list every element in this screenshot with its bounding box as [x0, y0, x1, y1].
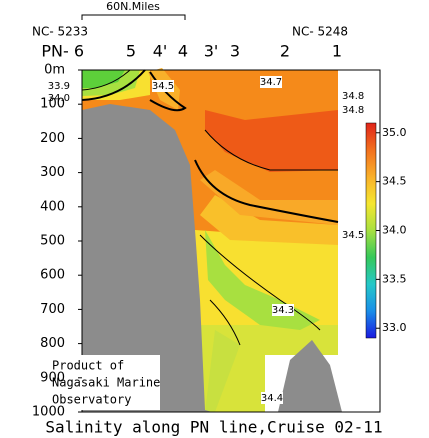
contour-label: 33.9: [48, 81, 70, 92]
y-tick-label: 500: [40, 234, 65, 249]
contour-label: 34.5: [342, 230, 364, 241]
colorbar-tick-label: 33.5: [382, 272, 407, 285]
y-tick-label: 300: [40, 165, 65, 180]
station-label: 1: [332, 42, 342, 61]
colorbar-tick-label: 34.5: [382, 175, 407, 188]
contour-label: 34.8: [342, 105, 364, 116]
y-tick-label: 400: [40, 199, 65, 214]
contour-label: 34.7: [260, 77, 282, 88]
y-tick-label: 200: [40, 131, 65, 146]
annotation: Observatory: [52, 393, 131, 407]
scale-bar: [81, 14, 186, 20]
y-tick-label: 100: [40, 97, 65, 112]
y-tick-label: 600: [40, 268, 65, 283]
station-code: NC- 5248: [292, 25, 348, 39]
y-tick-label: 700: [40, 302, 65, 317]
contour-label-bg: [261, 392, 283, 404]
y-tick-label: 800: [40, 336, 65, 351]
colorbar-tick-label: 33.0: [382, 321, 407, 334]
contour-label: 34.5: [152, 81, 174, 92]
contour-label-bg: [152, 80, 174, 92]
contour-label: 34.0: [48, 93, 70, 104]
colorbar-tick-label: 35.0: [382, 126, 407, 139]
station-code: NC- 5233: [32, 25, 88, 39]
contour-label-bg: [260, 76, 282, 88]
y-tick-label: 900: [40, 370, 65, 385]
contour-label: 34.4: [261, 393, 283, 404]
topography: [82, 104, 212, 412]
chart-title: Salinity along PN line,Cruise 02-11: [45, 418, 382, 437]
station-label: 5: [126, 42, 136, 61]
colorbar: [365, 122, 377, 339]
station-label: 4': [153, 42, 168, 61]
contour-lines: [81, 69, 339, 346]
scale-label: 60N.Miles: [106, 0, 160, 13]
station-label: 3: [230, 42, 240, 61]
y-tick-label: 1000: [32, 405, 65, 420]
colorbar-tick-label: 34.0: [382, 224, 407, 237]
contour-label: 34.3: [272, 305, 294, 316]
y-tick-label: 0m: [44, 63, 65, 78]
contour-label: 34.8: [342, 91, 364, 102]
annotation-box: [48, 355, 160, 410]
contour-label-bg: [272, 304, 294, 316]
station-label: 3': [204, 42, 219, 61]
topography: [278, 340, 342, 412]
annotation: Product of: [52, 359, 124, 373]
station-label: PN- 6: [41, 42, 84, 61]
annotation: Nagasaki Marine: [52, 376, 160, 390]
station-label: 4: [178, 42, 188, 61]
station-label: 2: [280, 42, 290, 61]
